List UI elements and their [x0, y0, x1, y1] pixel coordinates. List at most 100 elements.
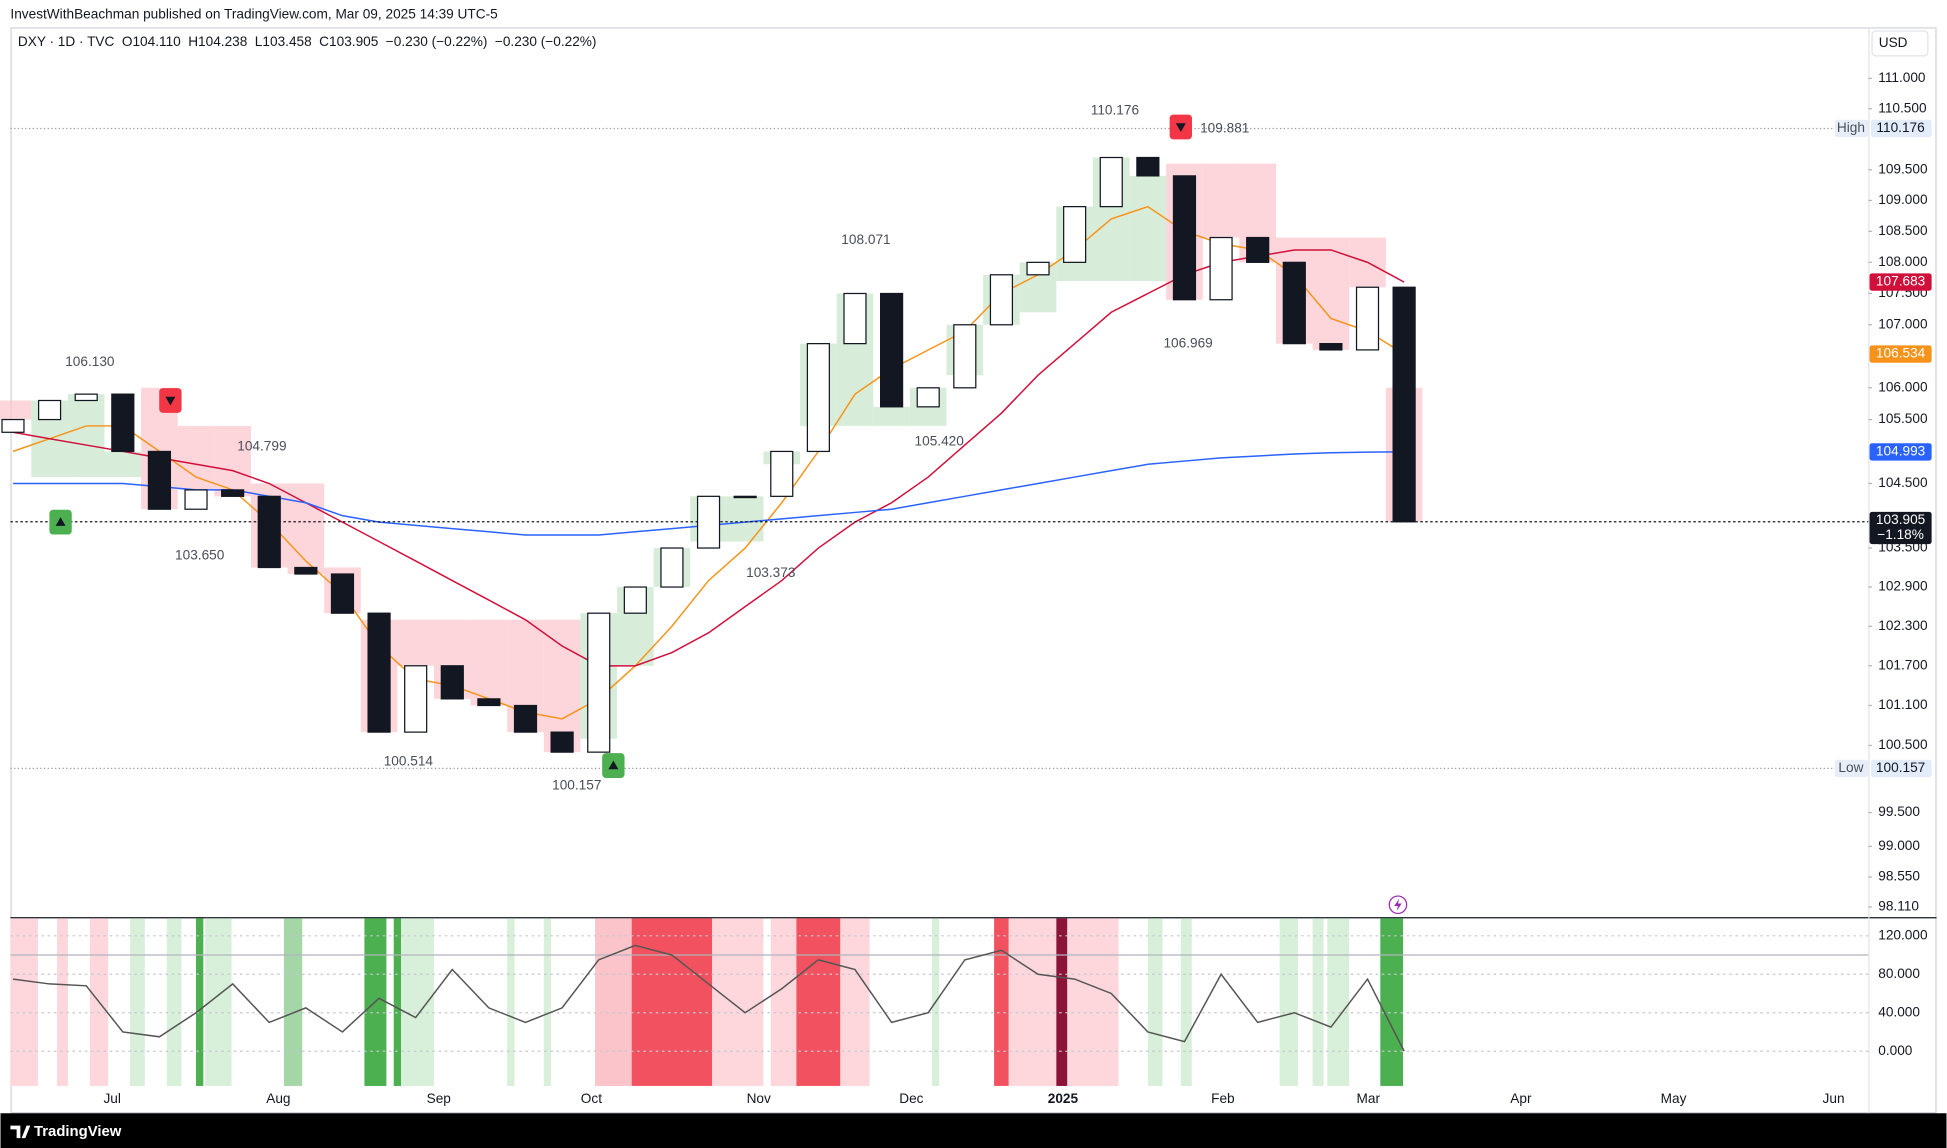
price-annotation: 100.514 [384, 754, 434, 769]
alert-bolt [1394, 898, 1402, 911]
x-tick-label: Nov [747, 1091, 771, 1106]
x-tick-label: Apr [1510, 1091, 1532, 1106]
state-band [401, 918, 434, 1086]
trail-shade [873, 406, 910, 426]
x-tick-label: Mar [1356, 1091, 1380, 1106]
line-last-tag [1869, 345, 1932, 363]
candle-body [184, 489, 208, 510]
symbol-field: −0.230 (−0.22%) [386, 34, 488, 49]
footer-bar [0, 1113, 1947, 1148]
state-band [1380, 918, 1404, 1086]
state-band [507, 918, 515, 1086]
x-tick-label: 2025 [1048, 1091, 1079, 1106]
state-band [1067, 918, 1119, 1086]
symbol-field: DXY · 1D · TVC [18, 34, 115, 49]
candle-body [37, 399, 62, 421]
state-band [1279, 918, 1298, 1086]
state-band [770, 918, 797, 1086]
y-tick-label: 108.500 [1878, 223, 1928, 238]
candle-body [477, 698, 501, 707]
candle-body [733, 495, 757, 499]
osc-tick-label: 80.000 [1878, 966, 1920, 981]
trail-shade [470, 619, 508, 706]
symbol-field: C103.905 [319, 34, 379, 49]
state-band [1008, 918, 1057, 1086]
state-band [543, 918, 552, 1086]
price-annotation: 106.130 [65, 354, 115, 369]
line-last-label: 107.683 [1876, 274, 1925, 289]
trail-shade [1129, 175, 1167, 282]
y-tick-label: 104.500 [1878, 475, 1928, 490]
trail-shade [1312, 237, 1350, 350]
currency[interactable]: USD [1879, 35, 1908, 50]
x-tick-label: Oct [581, 1091, 602, 1106]
state-band [130, 918, 145, 1086]
line-last-tag [1869, 273, 1932, 291]
candle-body [550, 731, 574, 753]
candle-body [843, 292, 867, 345]
trail-shade [0, 400, 32, 420]
candle-body [916, 387, 940, 408]
price-annotation: 106.969 [1163, 336, 1212, 351]
y-tick-label: 101.100 [1878, 697, 1928, 712]
trail-shade [726, 496, 764, 542]
trail-shade [177, 425, 215, 490]
candle-body [221, 489, 245, 497]
y-tick-label: 101.700 [1878, 657, 1928, 672]
state-band [1312, 918, 1324, 1086]
candle-body [294, 566, 318, 575]
candle-body [696, 495, 721, 549]
state-band [595, 918, 632, 1086]
price-annotation: 108.071 [841, 232, 890, 247]
candle-body [879, 292, 904, 408]
y-tick-label: 99.500 [1878, 804, 1920, 819]
y-tick-label: 111.000 [1878, 70, 1926, 85]
x-tick-label: Jun [1823, 1091, 1845, 1106]
y-tick-label: 108.000 [1878, 254, 1928, 269]
state-band [1056, 918, 1068, 1086]
trail-shade [397, 619, 434, 666]
y-tick-label: 105.500 [1878, 411, 1928, 426]
y-tick-label: 98.550 [1878, 869, 1920, 884]
high-value-tag [1870, 119, 1932, 138]
candle-body [1209, 236, 1233, 301]
line-last-label: 104.993 [1876, 443, 1925, 458]
candle-body [330, 573, 355, 614]
moving-average [12, 249, 1405, 667]
osc-tick-label: 40.000 [1878, 1004, 1920, 1019]
y-tick-label: 109.000 [1878, 192, 1928, 207]
oscillator-line [12, 944, 1405, 1052]
line-last-label: 106.534 [1876, 346, 1926, 361]
candle-body [1392, 286, 1416, 523]
currency-button[interactable] [1871, 30, 1929, 57]
candle-body [111, 393, 135, 453]
y-tick-label: 102.300 [1878, 618, 1928, 633]
y-tick-label: 102.900 [1878, 579, 1928, 594]
candle-body [989, 274, 1014, 326]
last-change: −1.18% [1877, 527, 1924, 542]
candle-body [257, 495, 281, 569]
price-annotation: 103.650 [175, 547, 225, 562]
candle-body [623, 586, 647, 614]
brand: TradingView [34, 1124, 122, 1140]
candle-body [1246, 236, 1270, 263]
price-annotation: 103.373 [746, 565, 795, 580]
candle-body [513, 704, 538, 733]
high-value: 110.176 [1876, 120, 1924, 135]
state-band [166, 918, 182, 1086]
trail-shade [104, 451, 142, 478]
signal-arrow [608, 760, 619, 770]
candle-body [806, 343, 830, 453]
x-tick-label: Feb [1211, 1091, 1235, 1106]
signal-arrow [165, 396, 176, 406]
y-tick-label: 100.500 [1878, 737, 1928, 752]
candle-body [440, 665, 464, 700]
candle-body [1026, 261, 1050, 276]
candle-body [1282, 261, 1306, 345]
state-band [1147, 918, 1163, 1086]
low-value: 100.157 [1876, 760, 1925, 775]
symbol-field: L103.458 [255, 34, 312, 49]
candle-body [367, 612, 391, 733]
signal-arrow [1175, 123, 1186, 132]
